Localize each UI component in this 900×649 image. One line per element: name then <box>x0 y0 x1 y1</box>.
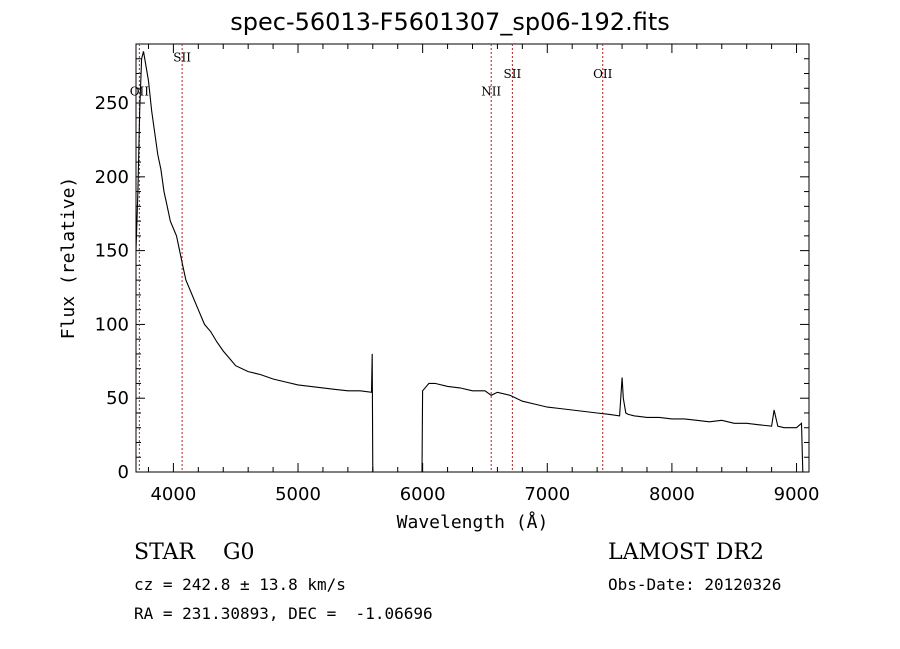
y-tick-label: 0 <box>118 462 129 483</box>
x-tick-label: 5000 <box>275 484 321 505</box>
x-tick-label: 7000 <box>524 484 570 505</box>
x-tick-label: 6000 <box>400 484 446 505</box>
obs-date-text: Obs-Date: 20120326 <box>608 575 782 594</box>
redshift-text: cz = 242.8 ± 13.8 km/s <box>134 575 346 594</box>
class-label: STAR G0 <box>134 540 255 565</box>
x-axis-label: Wavelength (Å) <box>397 511 549 533</box>
x-tick-label: 9000 <box>774 484 820 505</box>
x-tick-label: 4000 <box>150 484 196 505</box>
y-tick-label: 250 <box>95 93 129 114</box>
y-axis-label: Flux (relative) <box>58 177 79 340</box>
line-marker-label: SII <box>504 67 522 81</box>
line-marker-label: NII <box>481 85 501 99</box>
chart-title: spec-56013-F5601307_sp06-192.fits <box>230 8 670 36</box>
y-tick-label: 200 <box>95 167 129 188</box>
coordinates-text: RA = 231.30893, DEC = -1.06696 <box>134 604 433 623</box>
line-marker-label: OII <box>130 85 150 99</box>
line-marker-label: SII <box>173 51 191 65</box>
survey-label: LAMOST DR2 <box>608 540 764 565</box>
y-tick-label: 100 <box>95 314 129 335</box>
y-tick-label: 150 <box>95 241 129 262</box>
y-tick-label: 50 <box>106 388 129 409</box>
x-tick-label: 8000 <box>649 484 695 505</box>
line-marker-label: OII <box>593 67 613 81</box>
plot-frame <box>135 43 810 473</box>
spectrum-line <box>135 51 804 473</box>
